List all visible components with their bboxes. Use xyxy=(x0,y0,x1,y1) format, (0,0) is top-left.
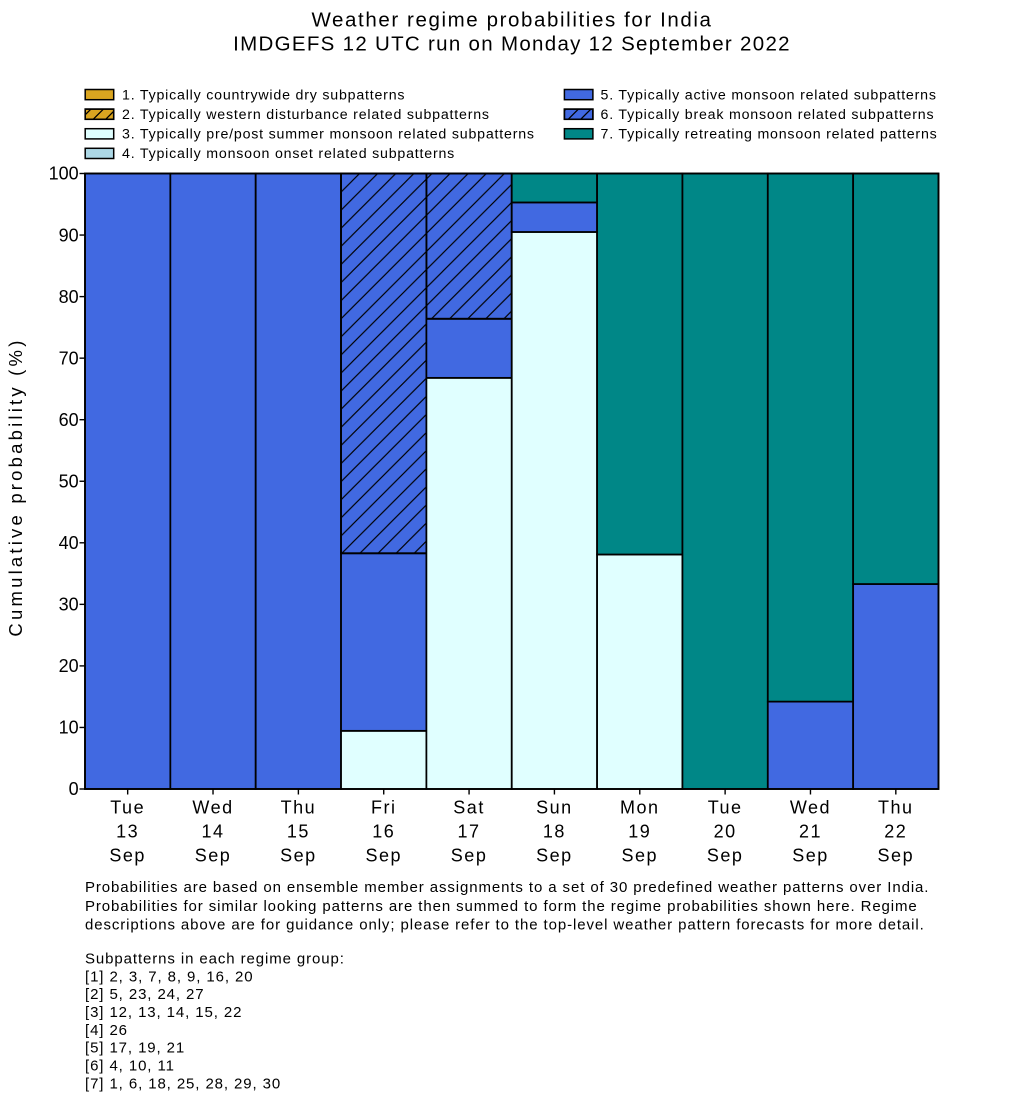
svg-text:descriptions above are for gui: descriptions above are for guidance only… xyxy=(85,917,925,934)
svg-text:19: 19 xyxy=(628,822,651,842)
svg-text:Mon: Mon xyxy=(620,798,660,818)
svg-text:60: 60 xyxy=(59,410,79,430)
svg-text:20: 20 xyxy=(714,822,737,842)
svg-text:Weather regime probabilities f: Weather regime probabilities for India xyxy=(311,9,712,32)
svg-text:Sep: Sep xyxy=(707,846,744,866)
svg-text:21: 21 xyxy=(799,822,822,842)
svg-text:Wed: Wed xyxy=(790,798,831,818)
svg-text:50: 50 xyxy=(59,471,79,491)
svg-text:20: 20 xyxy=(59,656,79,676)
svg-text:100: 100 xyxy=(49,164,79,184)
svg-text:70: 70 xyxy=(59,348,79,368)
svg-text:7. Typically retreating monsoo: 7. Typically retreating monsoon related … xyxy=(601,127,938,143)
svg-text:Probabilities are based on ens: Probabilities are based on ensemble memb… xyxy=(85,879,929,896)
svg-text:80: 80 xyxy=(59,287,79,307)
svg-text:[3] 12, 13, 14, 15, 22: [3] 12, 13, 14, 15, 22 xyxy=(85,1004,242,1021)
svg-text:[4] 26: [4] 26 xyxy=(85,1022,128,1039)
svg-text:Tue: Tue xyxy=(110,798,145,818)
svg-text:Subpatterns in each regime gro: Subpatterns in each regime group: xyxy=(85,951,345,968)
svg-text:Sep: Sep xyxy=(792,846,829,866)
svg-text:[5] 17, 19, 21: [5] 17, 19, 21 xyxy=(85,1040,185,1057)
svg-text:6. Typically break monsoon rel: 6. Typically break monsoon related subpa… xyxy=(601,107,935,123)
svg-text:13: 13 xyxy=(116,822,139,842)
svg-text:Sep: Sep xyxy=(280,846,317,866)
svg-text:Sat: Sat xyxy=(453,798,485,818)
svg-text:Thu: Thu xyxy=(878,798,914,818)
svg-text:14: 14 xyxy=(202,822,225,842)
svg-text:Thu: Thu xyxy=(281,798,317,818)
svg-text:22: 22 xyxy=(884,822,907,842)
svg-text:15: 15 xyxy=(287,822,310,842)
svg-text:IMDGEFS 12 UTC run on Monday 1: IMDGEFS 12 UTC run on Monday 12 Septembe… xyxy=(233,33,791,56)
svg-text:30: 30 xyxy=(59,595,79,615)
svg-text:5. Typically active monsoon re: 5. Typically active monsoon related subp… xyxy=(601,87,937,103)
svg-text:0: 0 xyxy=(69,779,79,799)
svg-text:[1] 2, 3, 7, 8, 9, 16, 20: [1] 2, 3, 7, 8, 9, 16, 20 xyxy=(85,968,253,985)
svg-text:Sep: Sep xyxy=(109,846,146,866)
svg-text:Wed: Wed xyxy=(192,798,233,818)
svg-text:1. Typically countrywide dry s: 1. Typically countrywide dry subpatterns xyxy=(122,87,405,103)
svg-text:90: 90 xyxy=(59,225,79,245)
svg-text:Probabilities for similar look: Probabilities for similar looking patter… xyxy=(85,898,918,915)
svg-text:10: 10 xyxy=(59,718,79,738)
svg-text:Sep: Sep xyxy=(622,846,659,866)
svg-text:16: 16 xyxy=(372,822,395,842)
svg-text:[2] 5, 23, 24, 27: [2] 5, 23, 24, 27 xyxy=(85,986,205,1003)
svg-text:17: 17 xyxy=(458,822,481,842)
svg-text:[7] 1, 6, 18, 25, 28, 29, 30: [7] 1, 6, 18, 25, 28, 29, 30 xyxy=(85,1075,281,1092)
svg-text:Sep: Sep xyxy=(536,846,573,866)
svg-text:2. Typically western disturban: 2. Typically western disturbance related… xyxy=(122,107,490,123)
svg-text:Sep: Sep xyxy=(451,846,488,866)
svg-text:Fri: Fri xyxy=(371,798,397,818)
svg-text:[6] 4, 10, 11: [6] 4, 10, 11 xyxy=(85,1058,175,1075)
svg-text:Sun: Sun xyxy=(536,798,573,818)
svg-text:4. Typically monsoon onset rel: 4. Typically monsoon onset related subpa… xyxy=(122,146,455,162)
svg-text:Sep: Sep xyxy=(878,846,915,866)
svg-text:Sep: Sep xyxy=(195,846,232,866)
svg-text:Sep: Sep xyxy=(365,846,402,866)
svg-text:3. Typically pre/post summer m: 3. Typically pre/post summer monsoon rel… xyxy=(122,127,535,143)
svg-text:18: 18 xyxy=(543,822,566,842)
svg-text:40: 40 xyxy=(59,533,79,553)
svg-text:Tue: Tue xyxy=(708,798,743,818)
svg-text:Cumulative probability (%): Cumulative probability (%) xyxy=(5,337,26,636)
